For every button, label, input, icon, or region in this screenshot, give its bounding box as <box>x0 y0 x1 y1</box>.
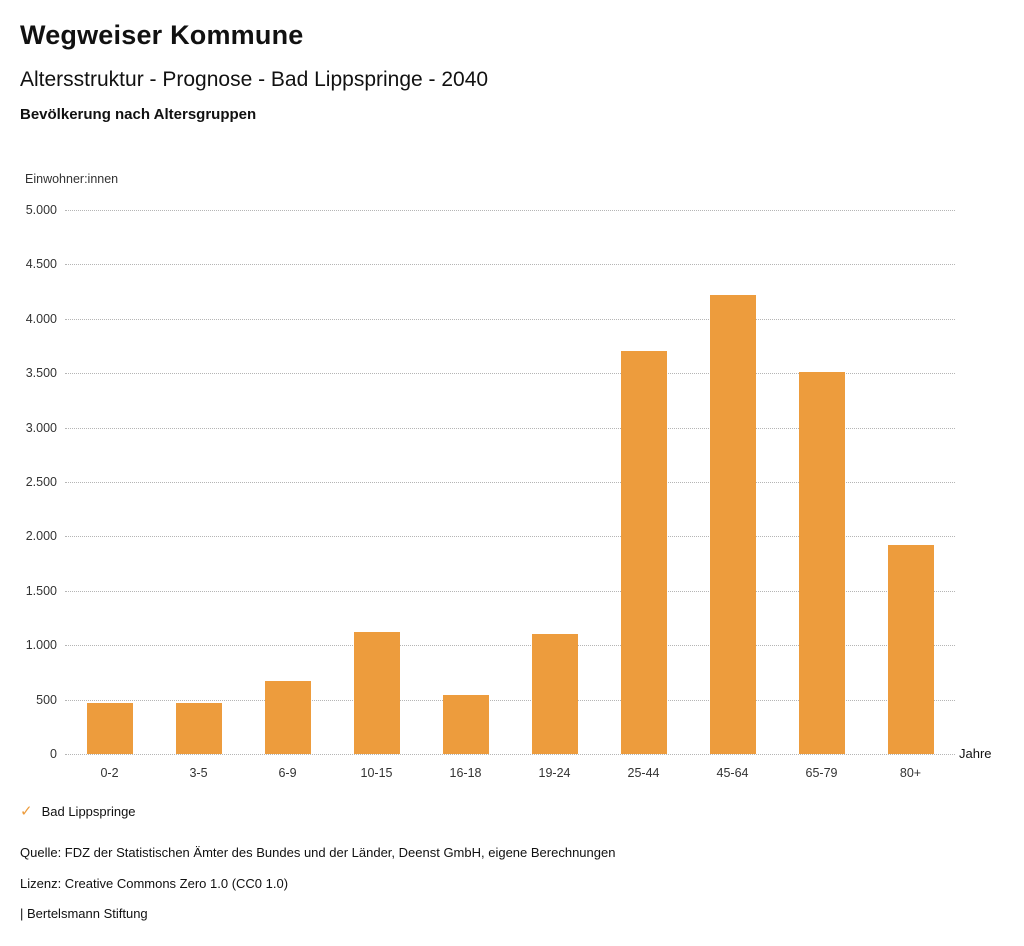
y-axis-label: Einwohner:innen <box>25 172 119 186</box>
license-text: Lizenz: Creative Commons Zero 1.0 (CC0 1… <box>20 876 289 891</box>
y-tick-label: 500 <box>36 692 57 707</box>
x-axis-unit-label: Jahre <box>959 746 992 761</box>
x-tick-label-3-5: 3-5 <box>189 766 208 780</box>
y-tick-label: 1.000 <box>25 638 57 653</box>
bar-80+[interactable] <box>887 545 934 754</box>
bar-chart-plot-area: 0 500 1.000 1.500 2.000 2.500 3.000 3.500 4.000 4… <box>26 203 955 780</box>
bar-65-79[interactable] <box>798 372 845 754</box>
y-tick-label: 4.000 <box>25 311 57 326</box>
chart-heading: Bevölkerung nach Altersgruppen <box>20 106 257 123</box>
gridline-2.000 <box>65 536 955 538</box>
y-tick-label: 2.500 <box>25 475 57 489</box>
x-tick-label-10-15: 10-15 <box>360 766 393 780</box>
x-tick-label-0-2: 0-2 <box>100 766 119 780</box>
x-tick-label-80+: 80+ <box>899 766 922 780</box>
y-tick-label: 3.500 <box>25 366 57 381</box>
x-tick-label-6-9: 6-9 <box>278 766 297 780</box>
gridline-500 <box>65 699 955 701</box>
attribution-text: | Bertelsmann Stiftung <box>20 906 148 921</box>
bar-45-64[interactable] <box>709 294 756 754</box>
gridline-5.000 <box>65 210 955 211</box>
gridline-2.500 <box>65 482 955 483</box>
gridline-1.500 <box>65 590 955 592</box>
y-tick-label: 5.000 <box>25 203 57 217</box>
gridline-4.000 <box>65 318 955 320</box>
gridline-3.500 <box>65 373 955 375</box>
y-tick-label: 3.000 <box>25 420 57 435</box>
y-tick-label: 4.500 <box>25 257 57 272</box>
x-tick-label-65-79: 65-79 <box>805 766 838 780</box>
y-tick-label: 1.500 <box>25 583 57 598</box>
check-icon: ✓ <box>20 803 33 820</box>
page-title: Wegweiser Kommune <box>20 20 304 50</box>
gridline-1.000 <box>65 645 955 647</box>
x-tick-label-25-44: 25-44 <box>627 766 660 780</box>
legend-item-bad-lippspringe[interactable]: ✓ Bad Lippspringe <box>20 804 136 819</box>
x-tick-label-45-64: 45-64 <box>716 766 749 780</box>
gridline-3.000 <box>65 427 955 429</box>
gridline-4.500 <box>65 264 955 266</box>
legend-label: Bad Lippspringe <box>41 804 136 819</box>
bar-3-5[interactable] <box>175 702 222 754</box>
x-tick-label-19-24: 19-24 <box>538 766 571 780</box>
bar-16-18[interactable] <box>442 694 489 754</box>
bar-19-24[interactable] <box>531 634 578 754</box>
gridline-0 <box>65 754 955 755</box>
y-tick-label: 2.000 <box>25 529 57 544</box>
bar-6-9[interactable] <box>264 680 311 754</box>
bar-25-44[interactable] <box>620 351 667 754</box>
bar-10-15[interactable] <box>353 632 400 754</box>
x-tick-label-16-18: 16-18 <box>449 766 482 780</box>
bar-0-2[interactable] <box>86 702 133 754</box>
source-text: Quelle: FDZ der Statistischen Ämter des … <box>20 845 616 860</box>
chart-subtitle: Altersstruktur - Prognose - Bad Lippspri… <box>20 68 489 91</box>
y-tick-label: 0 <box>50 747 57 761</box>
